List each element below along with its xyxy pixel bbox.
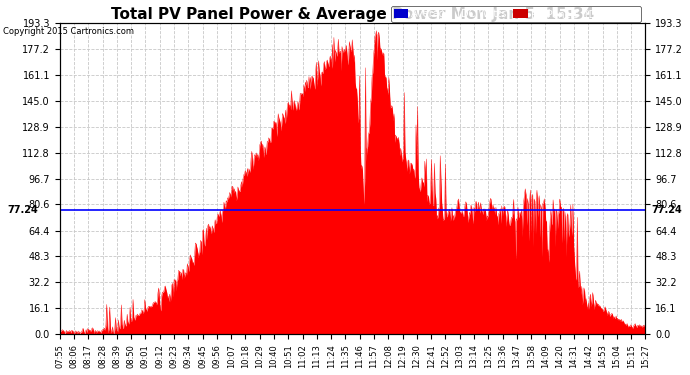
Legend: Average  (DC Watts), PV Panels  (DC Watts): Average (DC Watts), PV Panels (DC Watts) [391,6,640,22]
Text: 77.24: 77.24 [651,205,682,215]
Text: 77.24: 77.24 [7,205,38,215]
Text: Copyright 2015 Cartronics.com: Copyright 2015 Cartronics.com [3,27,135,36]
Title: Total PV Panel Power & Average Power Mon Jan 5  15:34: Total PV Panel Power & Average Power Mon… [111,7,594,22]
